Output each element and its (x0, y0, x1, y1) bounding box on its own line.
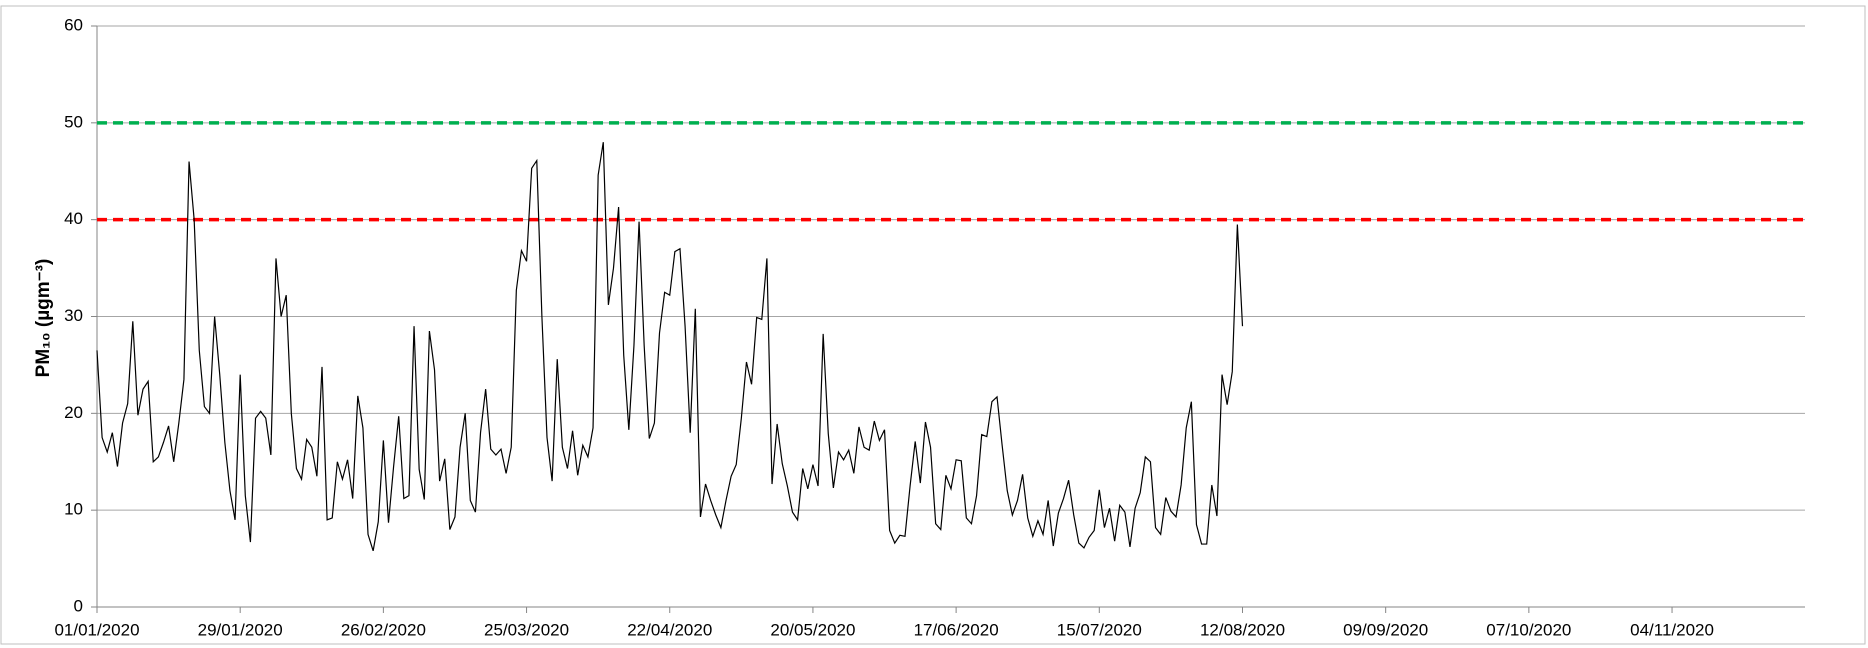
x-tick-label: 07/10/2020 (1486, 620, 1571, 639)
x-tick-label: 25/03/2020 (484, 620, 569, 639)
y-tick-label: 40 (64, 209, 83, 228)
y-tick-label: 50 (64, 112, 83, 131)
y-tick-label: 30 (64, 306, 83, 325)
y-axis-label: PM₁₀ (µgm⁻³) (33, 259, 54, 378)
y-tick-label: 10 (64, 500, 83, 519)
y-tick-label: 0 (74, 596, 83, 615)
x-tick-label: 29/01/2020 (198, 620, 283, 639)
x-tick-label: 01/01/2020 (54, 620, 139, 639)
x-tick-label: 12/08/2020 (1200, 620, 1285, 639)
y-tick-label: 20 (64, 403, 83, 422)
x-tick-label: 22/04/2020 (627, 620, 712, 639)
x-tick-label: 17/06/2020 (914, 620, 999, 639)
x-tick-label: 20/05/2020 (770, 620, 855, 639)
x-tick-label: 04/11/2020 (1630, 620, 1714, 639)
data-line (96, 142, 1244, 552)
chart-frame (0, 5, 1866, 645)
x-tick-label: 15/07/2020 (1057, 620, 1142, 639)
y-tick-label: 60 (64, 15, 83, 34)
x-tick-label: 09/09/2020 (1343, 620, 1428, 639)
x-tick-label: 26/02/2020 (341, 620, 426, 639)
